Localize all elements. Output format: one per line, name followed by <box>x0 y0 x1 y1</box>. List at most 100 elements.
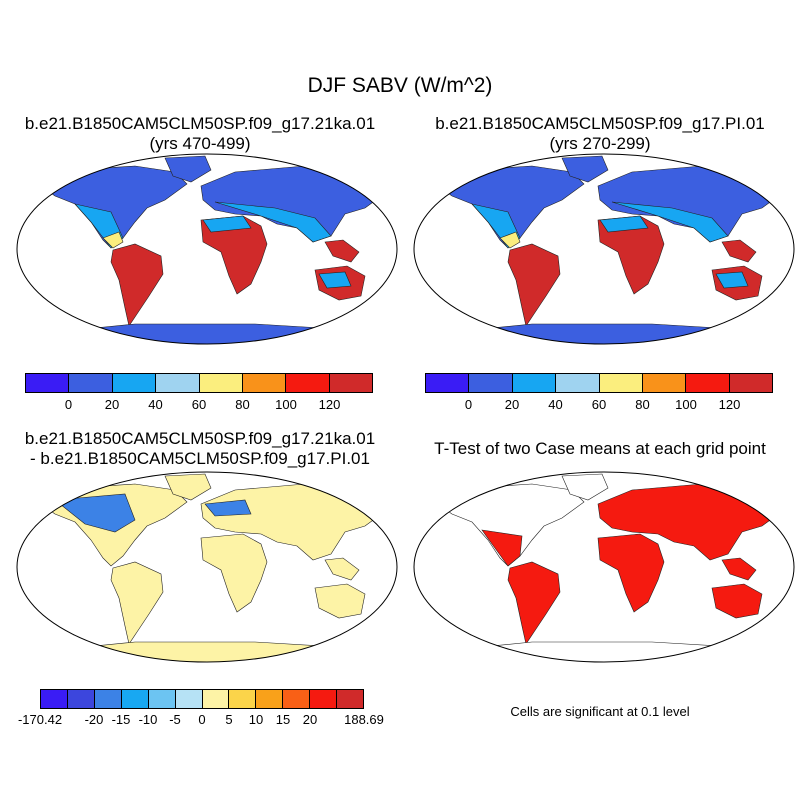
colorbar-swatch <box>41 690 68 708</box>
colorbar-swatch <box>256 690 284 708</box>
panel-title-top-right: b.e21.B1850CAM5CLM50SP.f09_g17.PI.01 (yr… <box>400 114 800 154</box>
continent-southAmerica <box>507 561 561 645</box>
region-midlat-eurasia <box>214 201 332 243</box>
colorbar-tick-label: 0 <box>198 712 206 727</box>
region-negative-anomaly <box>204 499 252 517</box>
colorbar-swatch <box>26 374 70 392</box>
colorbar-tick-label: -5 <box>169 712 181 727</box>
colorbar-swatch <box>229 690 257 708</box>
colorbar-swatch <box>199 374 243 392</box>
region-australia-interior <box>715 271 749 289</box>
panel-ttest-title: T-Test of two Case means at each grid po… <box>434 439 766 458</box>
continent-africa <box>597 533 665 613</box>
colorbar-tick-label: -170.42 <box>17 712 63 727</box>
colorbar-swatch <box>121 690 149 708</box>
continent-africa <box>597 215 665 295</box>
colorbar-tick-label: 100 <box>675 397 697 412</box>
colorbar-labels: -170.42 -20 -15 -10 -5 0 5 10 15 20 188.69 <box>18 712 384 728</box>
panel-case-name: b.e21.B1850CAM5CLM50SP.f09_g17.21ka.01 <box>24 429 376 448</box>
colorbar-swatch <box>148 690 176 708</box>
colorbar-tick-label: 0 <box>464 397 473 412</box>
map-border <box>413 471 795 663</box>
colorbar-tick-label: 188.69 <box>344 712 384 727</box>
colorbar-swatch <box>283 690 311 708</box>
panel-title-bottom-right: T-Test of two Case means at each grid po… <box>400 439 800 459</box>
continent-south-america <box>507 243 561 327</box>
region-significant <box>481 529 523 567</box>
region-southeast-asia <box>324 239 360 263</box>
colorbar-tick-label: 40 <box>548 397 563 412</box>
colorbar-tick-label: 40 <box>148 397 163 412</box>
panel-case-diff: - b.e21.B1850CAM5CLM50SP.f09_g17.PI.01 <box>30 449 370 468</box>
map-border <box>413 153 795 345</box>
colorbar-swatch <box>599 374 643 392</box>
colorbar-swatch <box>426 374 470 392</box>
colorbar-tick-label: 80 <box>635 397 650 412</box>
colorbar-labels: 0 20 40 60 80 100 120 <box>25 397 373 413</box>
colorbar-swatch <box>556 374 600 392</box>
panel-title-bottom-left: b.e21.B1850CAM5CLM50SP.f09_g17.21ka.01 -… <box>0 429 400 469</box>
colorbar-tick-label: 60 <box>191 397 207 412</box>
map-fill <box>431 155 785 344</box>
panel-years: (yrs 470-499) <box>149 134 251 153</box>
colorbar-swatch <box>512 374 557 392</box>
panel-title-top-left: b.e21.B1850CAM5CLM50SP.f09_g17.21ka.01 (… <box>0 114 400 154</box>
colorbar-swatch <box>729 374 772 392</box>
colorbar-swatch <box>156 374 200 392</box>
continent-greenland <box>561 473 609 501</box>
colorbar-swatch <box>242 374 287 392</box>
colorbar-swatch <box>67 690 95 708</box>
region-sahara <box>599 215 649 233</box>
panel-years: (yrs 270-299) <box>549 134 651 153</box>
region-subtropic <box>499 231 521 249</box>
continent-northAmerica <box>431 483 585 567</box>
colorbar-swatch <box>642 374 687 392</box>
continent-seAsia <box>324 557 360 581</box>
colorbar-tick-label: 20 <box>504 397 520 412</box>
colorbar-swatch <box>202 690 230 708</box>
colorbar-tick-label: 20 <box>302 712 318 727</box>
panel-case-name: b.e21.B1850CAM5CLM50SP.f09_g17.PI.01 <box>435 114 765 133</box>
colorbar-swatch <box>69 374 113 392</box>
map-border <box>16 153 398 345</box>
continent-africa <box>200 533 268 613</box>
colorbar-swatch <box>337 690 364 708</box>
continent-southAmerica <box>110 561 164 645</box>
continent-africa <box>200 215 268 295</box>
colorbar-tick-label: 80 <box>235 397 250 412</box>
colorbar-tick-label: -20 <box>84 712 104 727</box>
map-case-21ka <box>16 153 398 345</box>
significance-note: Cells are significant at 0.1 level <box>510 704 690 719</box>
region-subtropic <box>102 231 124 249</box>
colorbar-tick-label: 120 <box>718 397 741 412</box>
colorbar-tick-label: 100 <box>275 397 297 412</box>
map-ttest <box>413 471 795 663</box>
colorbar-difference <box>40 689 364 709</box>
continent-greenland <box>164 155 212 183</box>
continent-greenland <box>561 155 609 183</box>
map-difference <box>16 471 398 663</box>
colorbar-swatch <box>112 374 157 392</box>
map-case-pi <box>413 153 795 345</box>
colorbar-swatch <box>175 690 203 708</box>
colorbar-tick-label: 60 <box>591 397 607 412</box>
colorbar-swatch <box>686 374 730 392</box>
region-negative-anomaly <box>54 493 136 533</box>
continent-south-america <box>110 243 164 327</box>
figure-title: DJF SABV (W/m^2) <box>307 74 493 97</box>
colorbar-tick-label: 10 <box>248 712 264 727</box>
colorbar-tick-label: 20 <box>104 397 120 412</box>
colorbar-tick-label: 5 <box>225 712 233 727</box>
continent-australia <box>314 583 366 619</box>
colorbar-case-21ka <box>25 373 373 393</box>
colorbar-tick-label: 15 <box>275 712 291 727</box>
colorbar-case-pi <box>425 373 773 393</box>
map-fill <box>34 473 388 662</box>
map-fill <box>431 473 785 662</box>
colorbar-labels: 0 20 40 60 80 100 120 <box>425 397 773 413</box>
region-midlat-eurasia <box>611 201 729 243</box>
continent-australia <box>711 583 763 619</box>
colorbar-swatch <box>329 374 372 392</box>
map-fill <box>34 155 388 344</box>
panel-case-name: b.e21.B1850CAM5CLM50SP.f09_g17.21ka.01 <box>24 114 376 133</box>
